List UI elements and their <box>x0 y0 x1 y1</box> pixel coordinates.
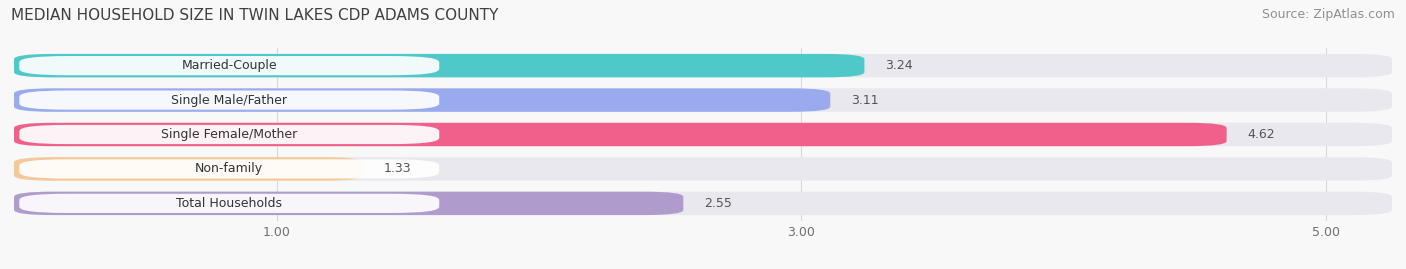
FancyBboxPatch shape <box>14 157 1392 181</box>
FancyBboxPatch shape <box>20 159 439 179</box>
FancyBboxPatch shape <box>20 90 439 110</box>
Text: MEDIAN HOUSEHOLD SIZE IN TWIN LAKES CDP ADAMS COUNTY: MEDIAN HOUSEHOLD SIZE IN TWIN LAKES CDP … <box>11 8 499 23</box>
FancyBboxPatch shape <box>20 56 439 75</box>
FancyBboxPatch shape <box>14 157 363 181</box>
Text: 3.24: 3.24 <box>886 59 912 72</box>
Text: Married-Couple: Married-Couple <box>181 59 277 72</box>
FancyBboxPatch shape <box>14 123 1226 146</box>
FancyBboxPatch shape <box>20 125 439 144</box>
Text: 4.62: 4.62 <box>1247 128 1275 141</box>
Text: Single Male/Father: Single Male/Father <box>172 94 287 107</box>
FancyBboxPatch shape <box>14 88 1392 112</box>
FancyBboxPatch shape <box>14 192 683 215</box>
FancyBboxPatch shape <box>14 54 1392 77</box>
FancyBboxPatch shape <box>14 123 1392 146</box>
Text: Non-family: Non-family <box>195 162 263 175</box>
Text: 1.33: 1.33 <box>384 162 412 175</box>
Text: 2.55: 2.55 <box>704 197 733 210</box>
Text: Single Female/Mother: Single Female/Mother <box>162 128 298 141</box>
Text: Total Households: Total Households <box>176 197 283 210</box>
FancyBboxPatch shape <box>14 88 831 112</box>
FancyBboxPatch shape <box>14 54 865 77</box>
FancyBboxPatch shape <box>20 194 439 213</box>
Text: 3.11: 3.11 <box>851 94 879 107</box>
FancyBboxPatch shape <box>14 192 1392 215</box>
Text: Source: ZipAtlas.com: Source: ZipAtlas.com <box>1261 8 1395 21</box>
